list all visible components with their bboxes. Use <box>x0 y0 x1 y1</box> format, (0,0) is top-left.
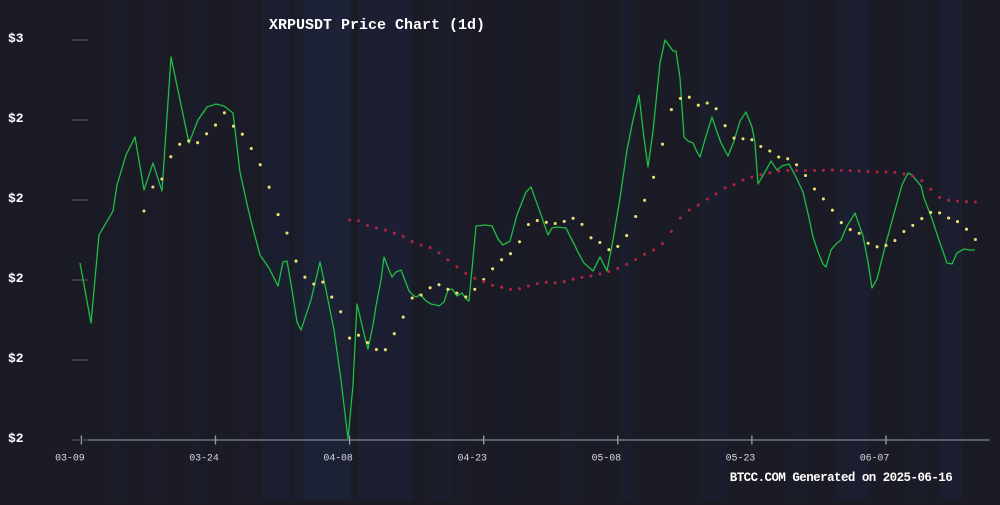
svg-text:03-24: 03-24 <box>189 454 219 465</box>
svg-text:$3: $3 <box>8 31 24 46</box>
svg-text:$2: $2 <box>8 271 24 286</box>
svg-text:06-07: 06-07 <box>860 454 890 465</box>
svg-text:03-09: 03-09 <box>55 454 85 465</box>
svg-text:$2: $2 <box>8 351 24 366</box>
svg-text:04-23: 04-23 <box>457 454 487 465</box>
svg-text:04-08: 04-08 <box>323 454 353 465</box>
svg-text:XRPUSDT Price Chart (1d): XRPUSDT Price Chart (1d) <box>269 17 485 34</box>
svg-text:BTCC.COM Generated on 2025-06-: BTCC.COM Generated on 2025-06-16 <box>730 471 952 485</box>
svg-text:$2: $2 <box>8 111 24 126</box>
svg-text:05-08: 05-08 <box>592 454 622 465</box>
svg-text:05-23: 05-23 <box>726 454 756 465</box>
svg-text:$2: $2 <box>8 191 24 206</box>
svg-text:$2: $2 <box>8 431 24 446</box>
